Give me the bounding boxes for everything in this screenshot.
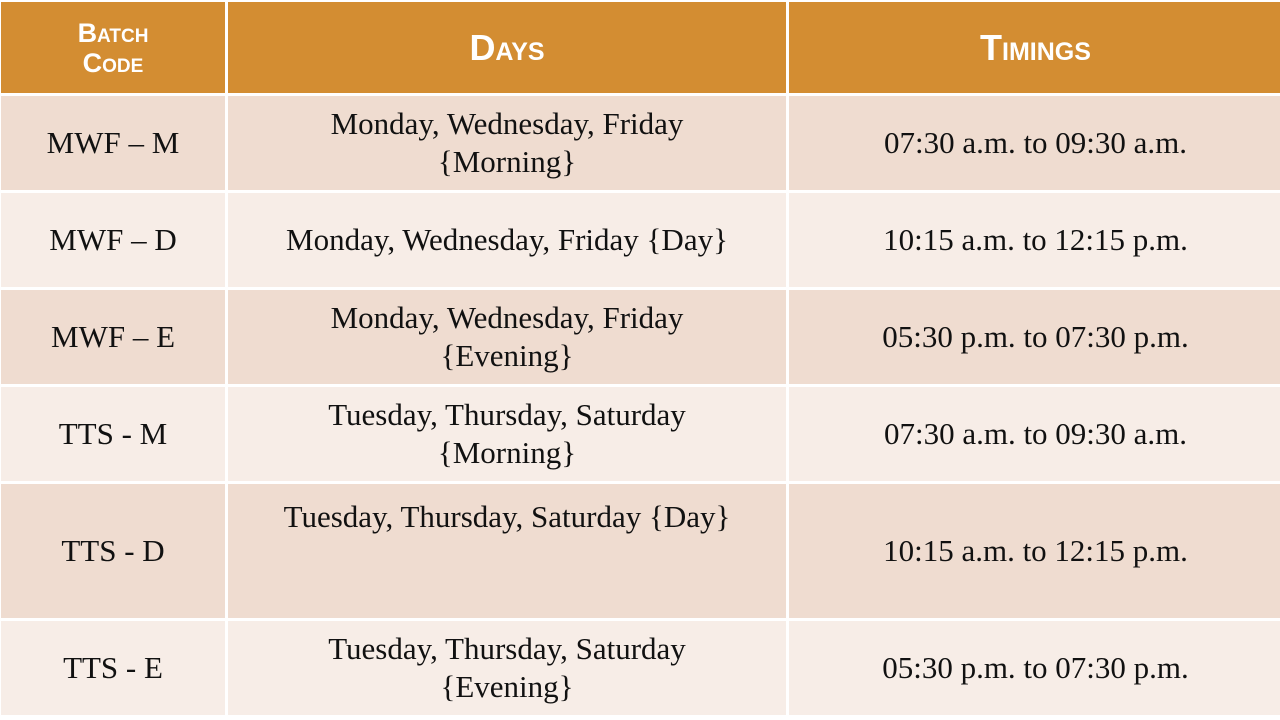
timing-cell: 07:30 a.m. to 09:30 a.m. [789, 387, 1280, 481]
days-line-2: {Morning} [437, 144, 577, 179]
table-row: TTS - E Tuesday, Thursday, Saturday {Even… [1, 621, 1280, 715]
days-cell: Monday, Wednesday, Friday {Morning} [228, 96, 786, 190]
days-line-1: Tuesday, Thursday, Saturday {Day} [283, 499, 731, 534]
header-row: Batch Code Days Timings [1, 2, 1280, 93]
days-line-2: {Morning} [437, 435, 577, 470]
timing-cell: 10:15 a.m. to 12:15 p.m. [789, 193, 1280, 287]
days-line-1: Monday, Wednesday, Friday [330, 106, 684, 141]
table-row: MWF – M Monday, Wednesday, Friday {Mornin… [1, 96, 1280, 190]
header-timings: Timings [789, 2, 1280, 93]
days-cell: Monday, Wednesday, Friday {Day} [228, 193, 786, 287]
header-batch-code: Batch Code [1, 2, 225, 93]
table-row: TTS - M Tuesday, Thursday, Saturday {Morn… [1, 387, 1280, 481]
table-row: MWF – E Monday, Wednesday, Friday {Evenin… [1, 290, 1280, 384]
batch-code-cell: TTS - D [1, 484, 225, 618]
batch-code-cell: MWF – D [1, 193, 225, 287]
batch-code-cell: MWF – E [1, 290, 225, 384]
header-batch-code-text: Batch Code [77, 17, 149, 78]
days-cell: Tuesday, Thursday, Saturday {Day} [228, 484, 786, 618]
days-cell: Tuesday, Thursday, Saturday {Evening} [228, 621, 786, 715]
days-line-1: Tuesday, Thursday, Saturday [328, 631, 686, 666]
header-days: Days [228, 2, 786, 93]
days-line-1: Tuesday, Thursday, Saturday [328, 397, 686, 432]
timing-cell: 07:30 a.m. to 09:30 a.m. [789, 96, 1280, 190]
days-cell: Monday, Wednesday, Friday {Evening} [228, 290, 786, 384]
days-cell: Tuesday, Thursday, Saturday {Morning} [228, 387, 786, 481]
timing-cell: 05:30 p.m. to 07:30 p.m. [789, 290, 1280, 384]
batch-code-cell: MWF – M [1, 96, 225, 190]
batch-code-cell: TTS - M [1, 387, 225, 481]
table-row: MWF – D Monday, Wednesday, Friday {Day} … [1, 193, 1280, 287]
days-line-2: {Evening} [440, 338, 574, 373]
days-line-1: Monday, Wednesday, Friday [330, 300, 684, 335]
table-row: TTS - D Tuesday, Thursday, Saturday {Day… [1, 484, 1280, 618]
timing-cell: 05:30 p.m. to 07:30 p.m. [789, 621, 1280, 715]
timing-cell: 10:15 a.m. to 12:15 p.m. [789, 484, 1280, 618]
days-line-2: {Evening} [440, 669, 574, 704]
batch-code-cell: TTS - E [1, 621, 225, 715]
days-line-1: Monday, Wednesday, Friday {Day} [286, 222, 728, 257]
